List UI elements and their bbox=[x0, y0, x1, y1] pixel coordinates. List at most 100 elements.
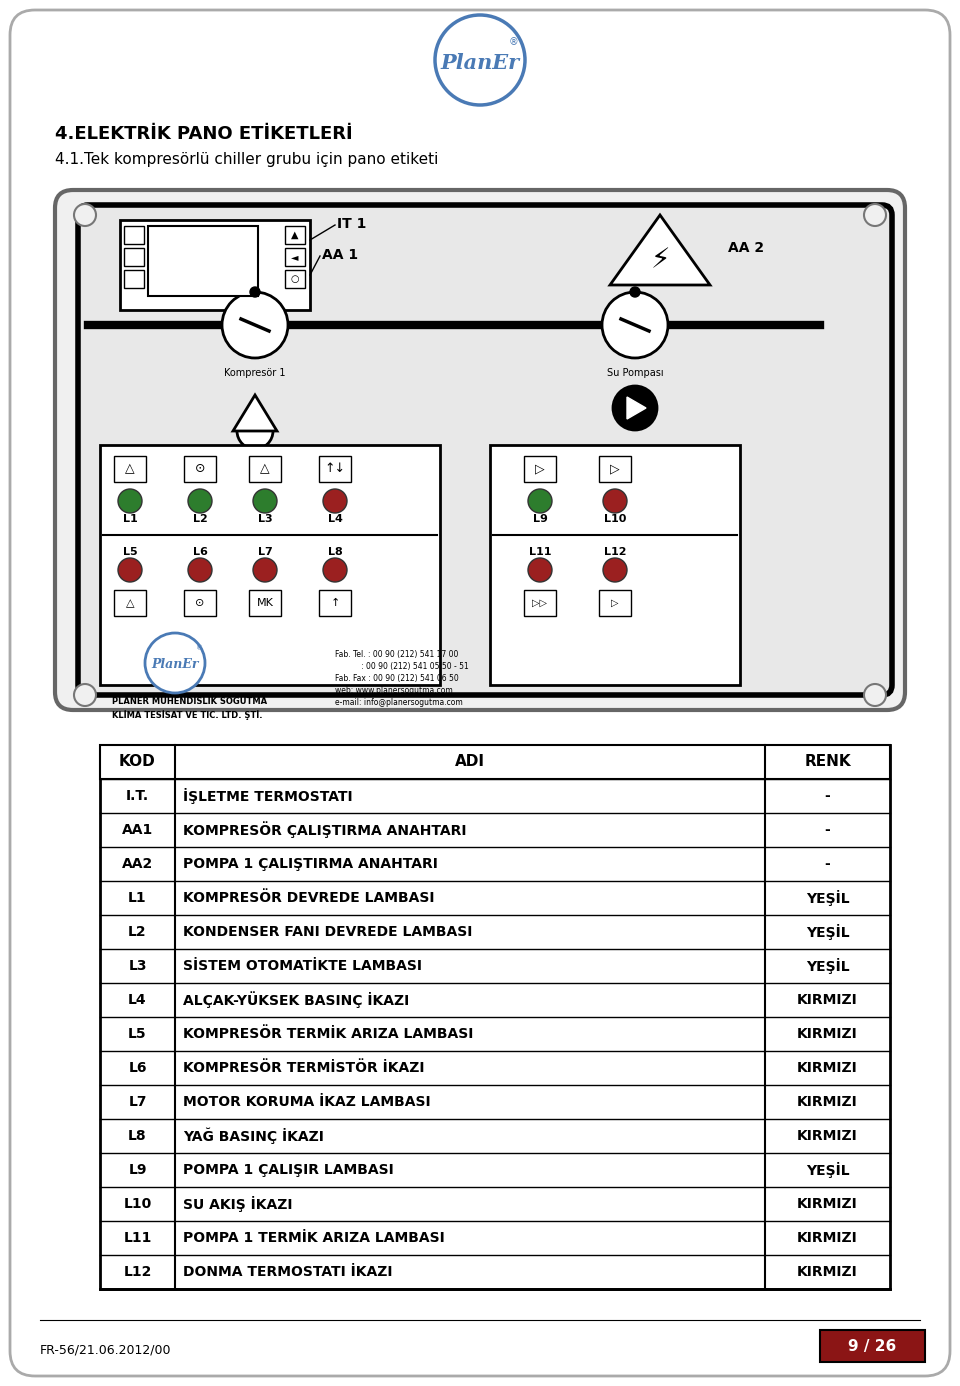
Text: L5: L5 bbox=[129, 1027, 147, 1041]
Text: L8: L8 bbox=[327, 547, 343, 557]
Text: YEŞİL: YEŞİL bbox=[805, 890, 850, 906]
Bar bbox=[184, 456, 216, 482]
Text: △: △ bbox=[125, 463, 134, 475]
Circle shape bbox=[237, 413, 273, 449]
Text: L2: L2 bbox=[129, 924, 147, 938]
Text: -: - bbox=[825, 823, 830, 837]
Text: YEŞİL: YEŞİL bbox=[805, 958, 850, 974]
Text: L11: L11 bbox=[529, 547, 551, 557]
Text: ⚡: ⚡ bbox=[650, 245, 670, 274]
Circle shape bbox=[630, 287, 640, 297]
Bar bbox=[820, 1331, 925, 1362]
Bar bbox=[285, 226, 305, 244]
Text: KOMPRESÖR TERMİK ARIZA LAMBASI: KOMPRESÖR TERMİK ARIZA LAMBASI bbox=[183, 1027, 473, 1041]
Text: L10: L10 bbox=[124, 1198, 152, 1211]
Text: ▷▷: ▷▷ bbox=[533, 597, 547, 608]
Text: POMPA 1 ÇALIŞTIRMA ANAHTARI: POMPA 1 ÇALIŞTIRMA ANAHTARI bbox=[183, 857, 438, 870]
Text: İŞLETME TERMOSTATI: İŞLETME TERMOSTATI bbox=[183, 789, 352, 804]
Text: L11: L11 bbox=[123, 1231, 152, 1245]
Circle shape bbox=[188, 559, 212, 582]
Text: ALÇAK-YÜKSEK BASINÇ İKAZI: ALÇAK-YÜKSEK BASINÇ İKAZI bbox=[183, 991, 409, 1009]
Bar bbox=[249, 590, 281, 615]
Circle shape bbox=[222, 292, 288, 358]
Circle shape bbox=[435, 15, 525, 105]
Bar bbox=[148, 226, 258, 297]
Bar bbox=[319, 590, 351, 615]
Circle shape bbox=[864, 204, 886, 226]
Text: L12: L12 bbox=[123, 1265, 152, 1279]
Text: KONDENSER FANI DEVREDE LAMBASI: KONDENSER FANI DEVREDE LAMBASI bbox=[183, 924, 472, 938]
Text: SİSTEM OTOMATİKTE LAMBASI: SİSTEM OTOMATİKTE LAMBASI bbox=[183, 959, 422, 973]
Text: L4: L4 bbox=[327, 514, 343, 524]
Bar bbox=[490, 445, 740, 685]
Circle shape bbox=[74, 204, 96, 226]
Text: ○: ○ bbox=[291, 274, 300, 284]
Text: web: www.planersogutma.com: web: www.planersogutma.com bbox=[335, 686, 453, 694]
Bar bbox=[599, 590, 631, 615]
Bar bbox=[124, 248, 144, 266]
Text: L10: L10 bbox=[604, 514, 626, 524]
Text: KIRMIZI: KIRMIZI bbox=[797, 1062, 858, 1076]
FancyBboxPatch shape bbox=[78, 205, 892, 694]
Text: KOMPRESÖR DEVREDE LAMBASI: KOMPRESÖR DEVREDE LAMBASI bbox=[183, 891, 435, 905]
Text: Fab. Fax : 00 90 (212) 541 06 50: Fab. Fax : 00 90 (212) 541 06 50 bbox=[335, 674, 459, 683]
Text: △: △ bbox=[126, 597, 134, 608]
Text: DONMA TERMOSTATI İKAZI: DONMA TERMOSTATI İKAZI bbox=[183, 1265, 393, 1279]
Bar bbox=[124, 226, 144, 244]
Bar bbox=[120, 220, 310, 310]
Circle shape bbox=[253, 489, 277, 513]
Bar bbox=[114, 590, 146, 615]
Text: ⊙: ⊙ bbox=[195, 463, 205, 475]
Text: I.T.: I.T. bbox=[126, 789, 149, 802]
Text: POMPA 1 ÇALIŞIR LAMBASI: POMPA 1 ÇALIŞIR LAMBASI bbox=[183, 1163, 394, 1177]
Bar bbox=[599, 456, 631, 482]
Bar bbox=[285, 248, 305, 266]
Circle shape bbox=[323, 559, 347, 582]
Text: ▲: ▲ bbox=[291, 230, 299, 240]
Circle shape bbox=[323, 489, 347, 513]
Text: AA 1: AA 1 bbox=[322, 248, 358, 262]
Circle shape bbox=[253, 559, 277, 582]
Text: 9 / 26: 9 / 26 bbox=[849, 1339, 897, 1354]
Polygon shape bbox=[233, 395, 277, 431]
Bar bbox=[524, 590, 556, 615]
Text: PlanEr: PlanEr bbox=[152, 658, 199, 671]
Text: L2: L2 bbox=[193, 514, 207, 524]
Text: KIRMIZI: KIRMIZI bbox=[797, 1265, 858, 1279]
Circle shape bbox=[528, 559, 552, 582]
Text: L1: L1 bbox=[123, 514, 137, 524]
Text: ▷: ▷ bbox=[611, 463, 620, 475]
Text: Fab. Tel. : 00 90 (212) 541 17 00: Fab. Tel. : 00 90 (212) 541 17 00 bbox=[335, 650, 458, 658]
Circle shape bbox=[118, 559, 142, 582]
Text: ®: ® bbox=[197, 644, 204, 651]
Text: L12: L12 bbox=[604, 547, 626, 557]
Text: L4: L4 bbox=[129, 992, 147, 1008]
Text: ▷: ▷ bbox=[612, 597, 619, 608]
Text: AA1: AA1 bbox=[122, 823, 154, 837]
Bar bbox=[100, 746, 890, 1289]
Text: KIRMIZI: KIRMIZI bbox=[797, 1231, 858, 1245]
Text: IT 1: IT 1 bbox=[337, 218, 367, 231]
Text: AA2: AA2 bbox=[122, 857, 154, 870]
Text: L5: L5 bbox=[123, 547, 137, 557]
Text: ◄: ◄ bbox=[291, 252, 299, 262]
Text: L3: L3 bbox=[257, 514, 273, 524]
Bar bbox=[184, 590, 216, 615]
Text: L7: L7 bbox=[129, 1095, 147, 1109]
Text: KIRMIZI: KIRMIZI bbox=[797, 1130, 858, 1143]
Text: KOMPRESÖR TERMİSTÖR İKAZI: KOMPRESÖR TERMİSTÖR İKAZI bbox=[183, 1062, 424, 1076]
Bar bbox=[285, 270, 305, 288]
Text: SU AKIŞ İKAZI: SU AKIŞ İKAZI bbox=[183, 1196, 293, 1211]
Circle shape bbox=[613, 385, 657, 430]
Text: AA 2: AA 2 bbox=[728, 241, 764, 255]
Bar bbox=[100, 445, 440, 685]
Text: KIRMIZI: KIRMIZI bbox=[797, 1027, 858, 1041]
Text: L7: L7 bbox=[257, 547, 273, 557]
Polygon shape bbox=[627, 396, 646, 419]
Text: 4.1.Tek kompresörlü chiller grubu için pano etiketi: 4.1.Tek kompresörlü chiller grubu için p… bbox=[55, 152, 439, 166]
Circle shape bbox=[864, 685, 886, 705]
Bar bbox=[114, 456, 146, 482]
Text: ADI: ADI bbox=[455, 754, 485, 769]
Text: KLİMA TESİSAT VE TIC. LTD. ŞTİ.: KLİMA TESİSAT VE TIC. LTD. ŞTİ. bbox=[112, 710, 262, 719]
Text: YAĞ BASINÇ İKAZI: YAĞ BASINÇ İKAZI bbox=[183, 1128, 324, 1145]
